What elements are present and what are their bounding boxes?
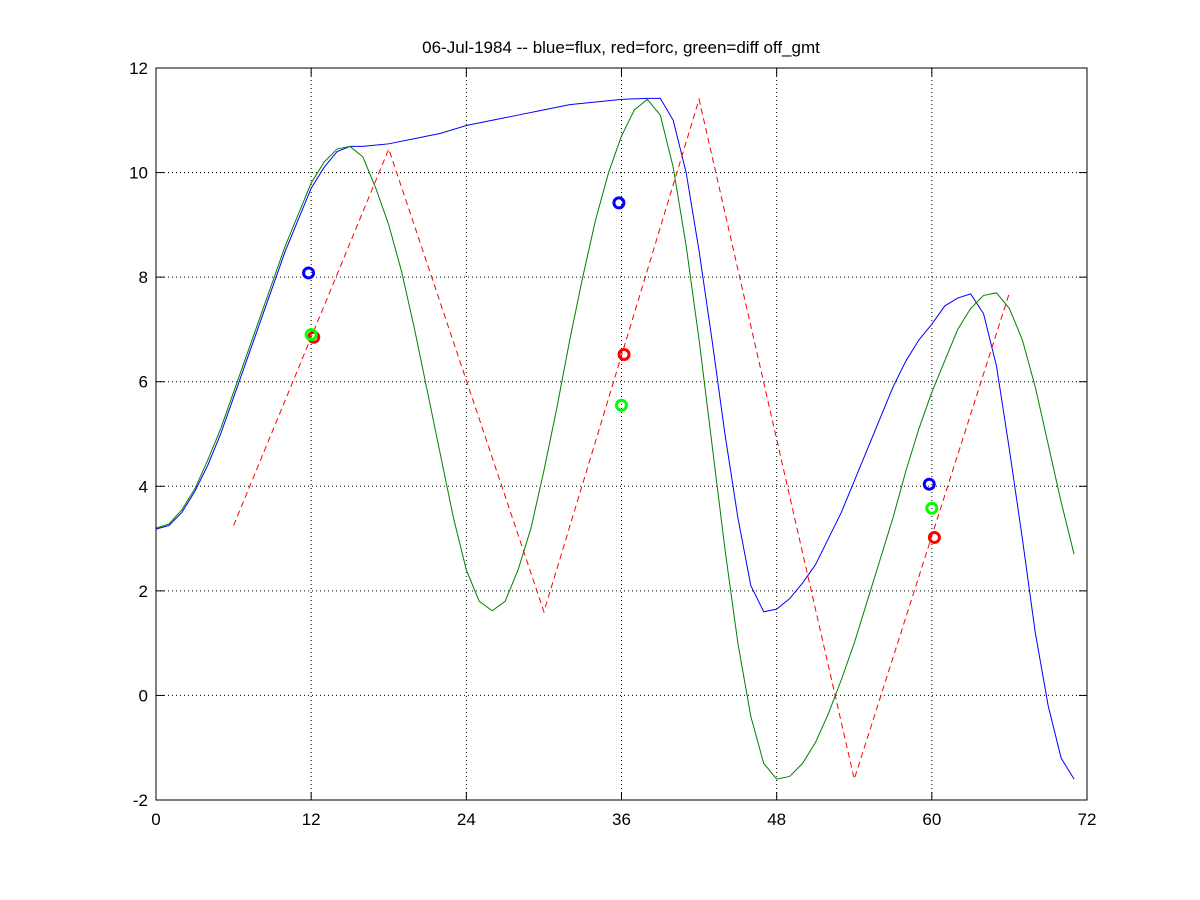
x-tick-label: 48 <box>767 810 786 829</box>
x-tick-label: 12 <box>302 810 321 829</box>
y-tick-label: 8 <box>139 268 148 287</box>
x-tick-label: 60 <box>922 810 941 829</box>
marker <box>925 501 939 515</box>
marker <box>922 477 936 491</box>
y-tick-label: 0 <box>139 686 148 705</box>
y-tick-label: 12 <box>129 59 148 78</box>
plot-frame <box>155 67 1088 801</box>
series-line <box>155 98 1075 780</box>
y-tick-label: 4 <box>139 477 148 496</box>
y-tick-label: 10 <box>129 164 148 183</box>
y-tick-label: 6 <box>139 373 148 392</box>
marker <box>617 348 631 362</box>
marker <box>615 398 628 412</box>
x-tick-label: 36 <box>612 810 631 829</box>
marker <box>927 531 941 545</box>
marker <box>307 330 321 344</box>
series-line <box>233 97 1010 781</box>
x-tick-label: 0 <box>151 810 160 829</box>
y-tick-label: 2 <box>139 582 148 601</box>
chart-title: 06-Jul-1984 -- blue=flux, red=forc, gree… <box>422 38 820 57</box>
series-line <box>155 97 1075 780</box>
x-tick-label: 24 <box>457 810 476 829</box>
y-tick-label: -2 <box>133 791 148 810</box>
marker <box>612 196 626 210</box>
x-tick-label: 72 <box>1078 810 1097 829</box>
marker <box>302 266 316 280</box>
marker <box>304 328 318 342</box>
